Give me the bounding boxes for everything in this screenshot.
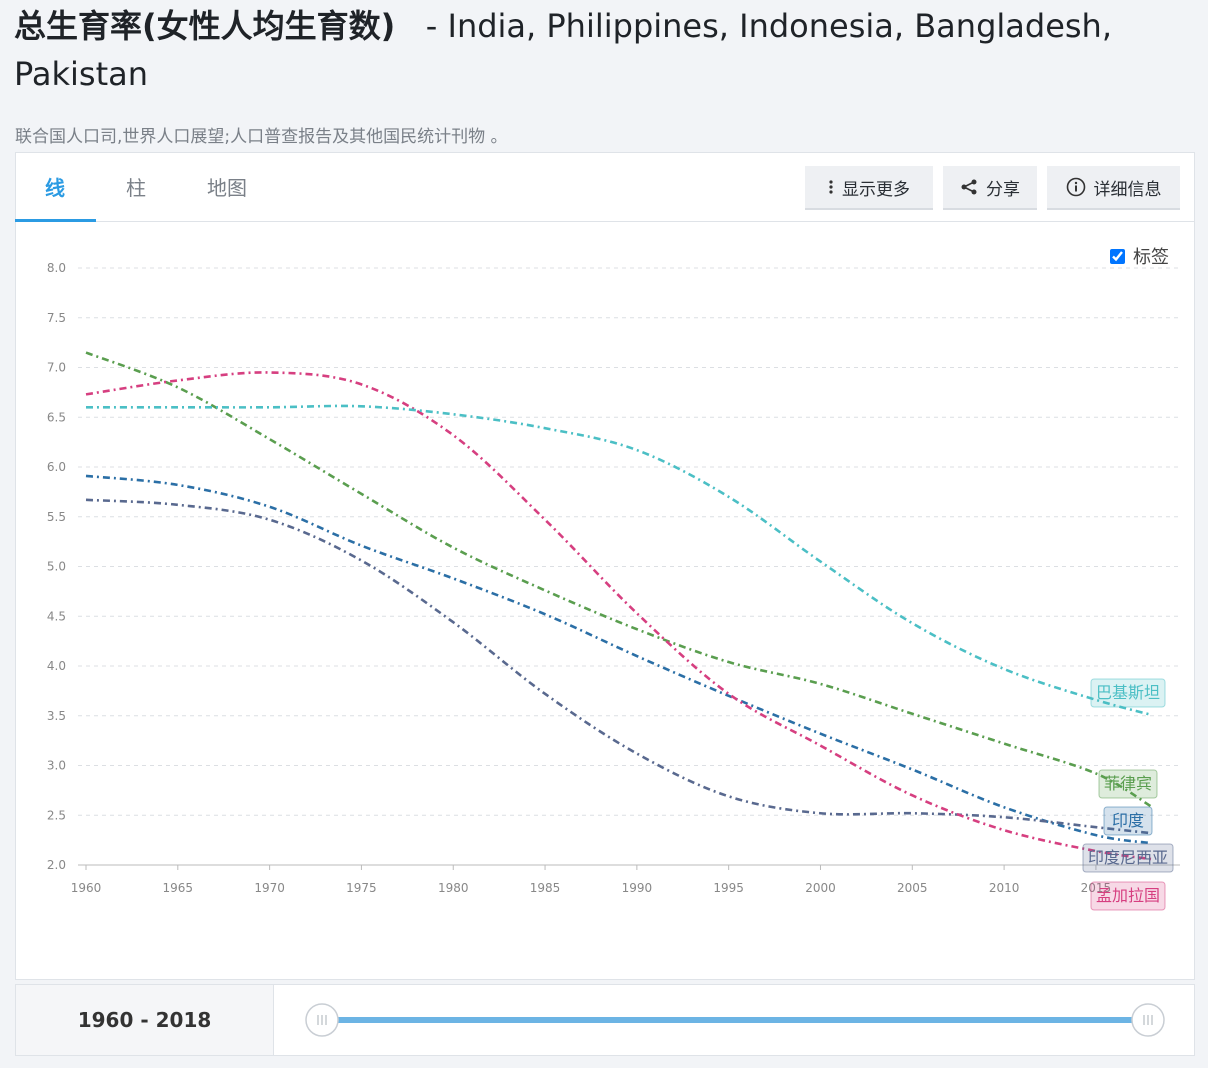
x-tick-label: 2015 (1081, 881, 1112, 895)
x-tick-label: 2010 (989, 881, 1020, 895)
slider-track (322, 1017, 1148, 1023)
y-tick-label: 2.0 (47, 858, 66, 872)
title-main: 总生育率(女性人均生育数) (14, 7, 396, 45)
x-tick-label: 1995 (713, 881, 744, 895)
y-tick-label: 2.5 (47, 808, 66, 822)
x-tick-label: 2000 (805, 881, 836, 895)
series-line (85, 474, 1152, 845)
range-slider[interactable] (280, 995, 1190, 1047)
y-tick-label: 3.0 (47, 759, 66, 773)
x-tick-label: 1985 (530, 881, 561, 895)
series-label-box (1090, 881, 1166, 911)
y-tick-label: 4.5 (47, 609, 66, 623)
y-tick-label: 6.0 (47, 460, 66, 474)
x-tick-label: 1975 (346, 881, 377, 895)
more-icon (829, 180, 833, 194)
button-label: 分享 (986, 179, 1020, 200)
series-label-text: 巴基斯坦 (1096, 683, 1160, 702)
series-label: 印度尼西亚 (1082, 843, 1174, 873)
series-label-box (1103, 806, 1153, 836)
share-button[interactable]: 分享 (943, 166, 1037, 210)
series-label-text: 印度 (1112, 811, 1144, 830)
y-tick-label: 4.0 (47, 659, 66, 673)
series-line (85, 351, 1152, 808)
series-label-text: 印度尼西亚 (1088, 848, 1168, 867)
tab-bar[interactable]: 柱 (126, 176, 146, 200)
tab-divider (15, 221, 1195, 222)
tab-line[interactable]: 线 (45, 176, 65, 200)
y-tick-label: 7.5 (47, 311, 66, 325)
button-label: 详细信息 (1093, 179, 1162, 200)
x-tick-label: 2005 (897, 881, 928, 895)
y-tick-label: 5.5 (47, 510, 66, 524)
tab-map[interactable]: 地图 (207, 176, 247, 200)
series-label: 印度 (1103, 806, 1153, 836)
details-button[interactable]: 详细信息 (1047, 166, 1180, 210)
tab-underline (15, 219, 96, 222)
series-label-box (1090, 678, 1166, 708)
more-button[interactable]: 显示更多 (805, 166, 933, 210)
x-tick-label: 1965 (163, 881, 194, 895)
checkbox-label: 标签 (1133, 247, 1169, 268)
chart: 2.0 2.5 3.0 3.5 4.0 4.5 5.0 5.5 6.0 6.5 7.0 7.5 8.0 1… (47, 261, 1180, 911)
series-label-text: 菲律宾 (1104, 774, 1152, 793)
y-tick-label: 7.0 (47, 361, 66, 375)
page-title: 总生育率(女性人均生育数) - India, Philippines, Indo… (14, 2, 1194, 98)
series-label-box (1082, 843, 1174, 873)
y-tick-label: 8.0 (47, 261, 66, 275)
series-label: 菲律宾 (1098, 769, 1158, 799)
share-icon (961, 179, 977, 195)
series-line (85, 371, 1152, 861)
labels-checkbox[interactable] (1110, 248, 1125, 264)
button-label: 显示更多 (842, 179, 910, 200)
labels-toggle[interactable]: 标签 (1110, 243, 1169, 269)
series-label: 巴基斯坦 (1090, 678, 1166, 708)
series-label-text: 孟加拉国 (1096, 886, 1160, 905)
range-label: 1960 - 2018 (16, 985, 274, 1055)
series-line (86, 404, 1152, 717)
x-tick-label: 1960 (71, 881, 102, 895)
y-tick-label: 3.5 (47, 709, 66, 723)
title-countries: - India, Philippines, Indonesia, Banglad… (14, 7, 1112, 93)
series-label-box (1098, 769, 1158, 799)
info-icon (1066, 177, 1085, 197)
x-tick-label: 1970 (254, 881, 285, 895)
series-line (85, 498, 1152, 835)
x-tick-label: 1980 (438, 881, 469, 895)
source-note: 联合国人口司,世界人口展望;人口普查报告及其他国民统计刊物 。 (15, 127, 508, 147)
y-tick-label: 5.0 (47, 560, 66, 574)
series-label: 孟加拉国 (1090, 881, 1166, 911)
x-tick-label: 1990 (622, 881, 653, 895)
y-tick-label: 6.5 (47, 410, 66, 424)
